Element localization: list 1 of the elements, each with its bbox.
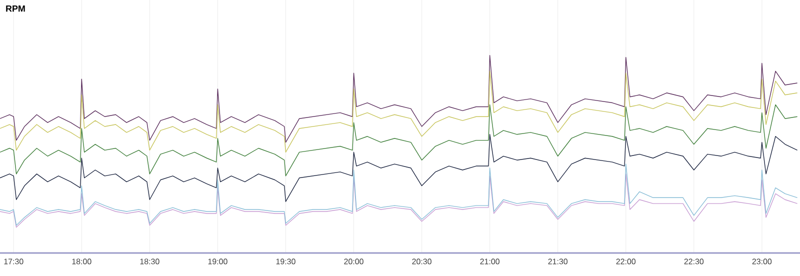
chart-title: RPM	[6, 6, 25, 12]
